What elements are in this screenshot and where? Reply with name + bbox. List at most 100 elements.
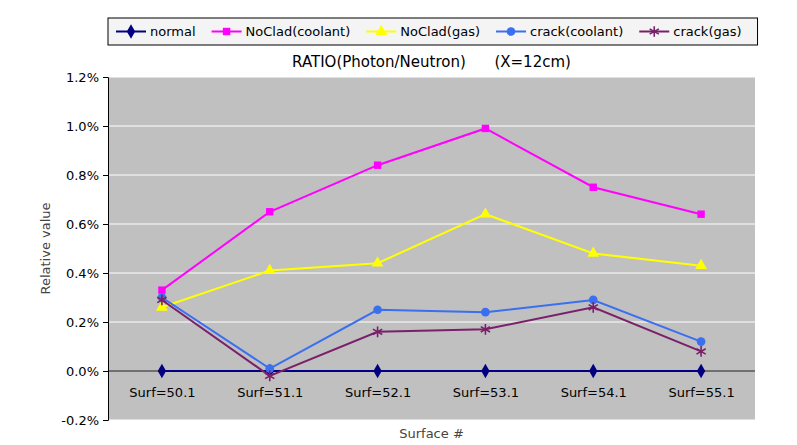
x-tick-label: Surf=52.1 (345, 385, 411, 400)
x-axis: Surf=50.1 Surf=51.1 Surf=52.1 Surf=53.1 Surf… (108, 371, 755, 400)
x-axis-title: Surface # (399, 426, 464, 441)
y-tick: -0.2% (61, 413, 108, 428)
y-tick-label: 1.2% (66, 70, 99, 85)
marker (264, 264, 276, 274)
legend-item: NoClad(gas) (366, 24, 480, 39)
grid-line (108, 371, 755, 372)
grid-line (108, 322, 755, 323)
legend-marker (650, 26, 659, 37)
grid-line (108, 77, 755, 78)
legend-item: crack(gas) (639, 24, 741, 39)
marker (158, 364, 166, 378)
y-tick-label: 0.6% (66, 217, 99, 232)
legend-marker (127, 24, 135, 38)
marker (480, 207, 492, 217)
marker (696, 346, 705, 357)
y-tick-label: 1.0% (66, 119, 99, 134)
series (158, 364, 705, 378)
x-tick: Surf=51.1 (237, 371, 303, 400)
y-tick-label: 0.0% (66, 364, 99, 379)
y-axis-line (103, 78, 109, 421)
x-tick-label: Surf=50.1 (129, 385, 195, 400)
y-tick-mark (103, 420, 108, 421)
marker (481, 364, 489, 378)
y-tick: 0.6% (66, 217, 108, 232)
marker (587, 247, 599, 257)
y-tick: 0.0% (66, 364, 108, 379)
marker (373, 305, 382, 314)
y-tick-mark (103, 126, 108, 127)
legend-label: NoClad(gas) (400, 24, 480, 39)
marker (373, 326, 382, 337)
y-axis-title: Relative value (38, 202, 53, 294)
x-tick-label: Surf=54.1 (561, 385, 627, 400)
y-tick-mark (103, 273, 108, 274)
series-line (162, 128, 701, 290)
legend: normal NoClad(coolant) NoClad(gas) crack(co… (108, 18, 758, 45)
y-tick: 1.2% (66, 70, 108, 85)
marker (158, 286, 165, 293)
y-tick-mark (103, 224, 108, 225)
y-tick: 0.4% (66, 266, 108, 281)
legend-label: crack(gas) (673, 24, 741, 39)
y-tick-label: -0.2% (61, 413, 99, 428)
grid-line (108, 420, 755, 421)
y-tick: 0.8% (66, 168, 108, 183)
y-tick-mark (103, 322, 108, 323)
grid-line (108, 224, 755, 225)
title: RATIO(Photon/Neutron) (X=12cm) (292, 53, 571, 71)
y-tick-mark (103, 371, 108, 372)
marker (695, 259, 707, 269)
legend-label: NoClad(coolant) (246, 24, 351, 39)
marker (372, 256, 384, 266)
legend-label: normal (150, 24, 196, 39)
legend-item: crack(coolant) (496, 24, 623, 39)
grid-line (108, 175, 755, 176)
series (158, 125, 705, 294)
legend-marker (223, 28, 230, 35)
plot-area (108, 77, 755, 420)
grid-line (108, 273, 755, 274)
legend-box (108, 18, 758, 45)
x-axis-line (108, 371, 755, 372)
marker (157, 295, 166, 306)
marker (590, 184, 597, 191)
legend-item: NoClad(coolant) (212, 24, 351, 39)
series (158, 293, 706, 373)
legend-label: crack(coolant) (530, 24, 623, 39)
y-tick-label: 0.4% (66, 266, 99, 281)
marker (266, 208, 273, 215)
y-tick-mark (103, 77, 108, 78)
grid (108, 77, 755, 420)
x-tick-label: Surf=51.1 (237, 385, 303, 400)
y-tick-label: 0.2% (66, 315, 99, 330)
y-axis: -0.2% 0.0% 0.2% 0.4% 0.6% 0.8% 1.0% 1.2% (61, 70, 108, 428)
marker (589, 364, 597, 378)
x-tick-label: Surf=53.1 (453, 385, 519, 400)
marker (697, 210, 704, 217)
series-line (162, 370, 701, 372)
series (156, 207, 707, 310)
marker (481, 308, 490, 317)
legend-item: normal (116, 24, 196, 39)
marker (374, 161, 381, 168)
legend-marker (375, 25, 387, 35)
series-line (162, 300, 701, 376)
series-line (162, 214, 701, 307)
legend-marker (507, 27, 516, 36)
marker (589, 302, 598, 313)
marker (481, 324, 490, 335)
y-tick: 0.2% (66, 315, 108, 330)
y-tick: 1.0% (66, 119, 108, 134)
grid-line (108, 126, 755, 127)
chart: -0.2% 0.0% 0.2% 0.4% 0.6% 0.8% 1.0% 1.2% Surf=50… (0, 0, 797, 445)
x-tick-label: Surf=55.1 (668, 385, 734, 400)
series-area (156, 125, 707, 381)
marker (373, 364, 381, 378)
y-tick-mark (103, 175, 108, 176)
marker (697, 337, 706, 346)
marker (265, 371, 274, 382)
marker (697, 364, 705, 378)
series (157, 295, 705, 382)
marker (482, 125, 489, 132)
